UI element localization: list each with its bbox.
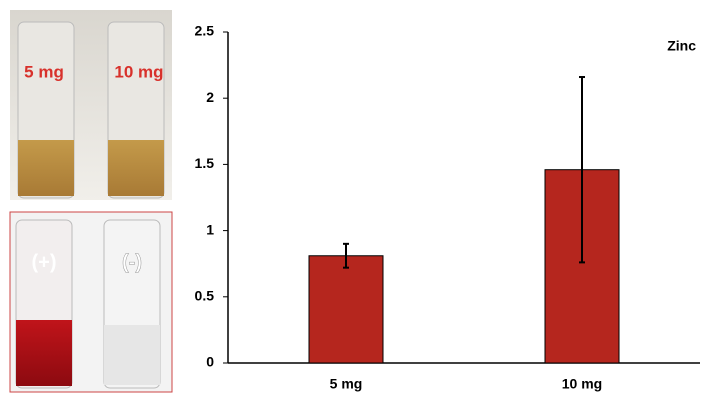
x-tick-label: 10 mg [562,376,602,392]
y-tick-label: 0.5 [195,288,215,304]
annotation: Zinc [667,38,696,54]
bar [309,256,383,363]
photo-label: 10 mg [114,62,163,81]
photo-label: (+) [32,251,57,273]
photo-bottom [10,212,172,392]
photo-top [10,10,172,200]
photo-label: (-) [122,251,142,273]
y-tick-label: 0 [206,354,214,370]
y-tick-label: 2.5 [195,23,215,39]
page: 5 mg 10 mg (+) (-) Zinc 0 0.5 1 1.5 2 2.5 5 mg… [0,0,702,396]
x-tick-label: 5 mg [330,376,363,392]
y-tick-label: 1.5 [195,155,215,171]
y-tick-label: 1 [206,221,214,237]
y-tick-label: 2 [206,89,214,105]
photo-label: 5 mg [24,62,64,81]
figure: 5 mg 10 mg (+) (-) Zinc 0 0.5 1 1.5 2 2.5 5 mg… [0,0,702,396]
